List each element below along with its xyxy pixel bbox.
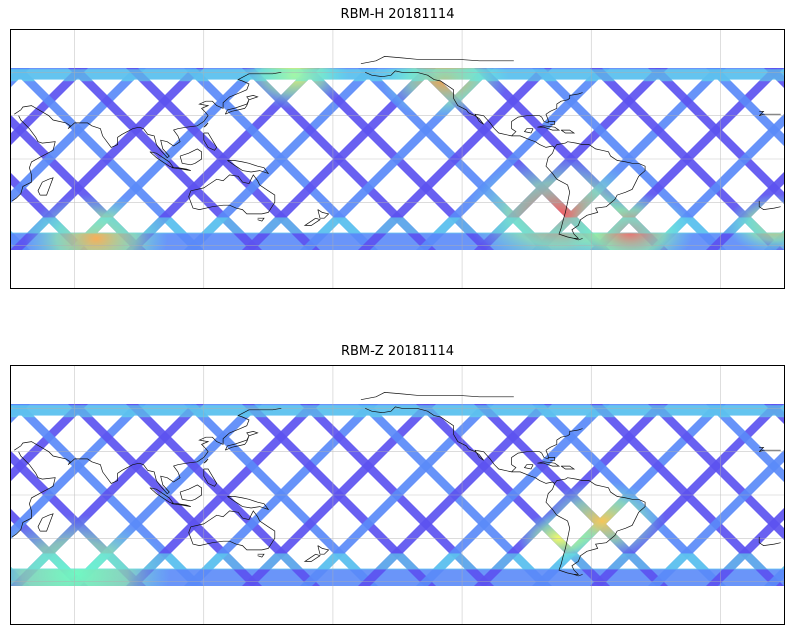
map-panel-rbm-z xyxy=(10,365,785,625)
coastline xyxy=(548,121,556,125)
coastline xyxy=(14,71,282,159)
latitude-tint-band xyxy=(10,217,785,234)
coastline xyxy=(523,128,534,134)
high-value-region xyxy=(10,514,171,625)
coastline xyxy=(758,110,781,117)
coastline xyxy=(203,468,218,487)
coastline xyxy=(317,545,330,555)
swath-ascending xyxy=(648,449,785,586)
coastline xyxy=(537,461,561,467)
coastline xyxy=(224,95,259,115)
coastline xyxy=(360,56,514,65)
coastline xyxy=(12,141,781,210)
coastline xyxy=(203,458,209,464)
swath-descending xyxy=(706,404,785,483)
latitude-tint-band xyxy=(10,553,785,570)
coastline xyxy=(37,513,54,532)
coastline xyxy=(317,209,330,219)
coastline xyxy=(257,553,265,558)
coastline xyxy=(227,496,270,511)
coastline xyxy=(227,160,270,175)
coastline xyxy=(12,477,781,546)
coastline xyxy=(188,510,276,551)
coastline xyxy=(171,503,191,507)
coastline xyxy=(14,407,282,495)
coastline xyxy=(37,177,54,196)
coastline xyxy=(560,465,576,470)
coastline xyxy=(365,406,646,575)
coastline xyxy=(188,174,276,215)
map-panel-rbm-h xyxy=(10,29,785,289)
gridlines xyxy=(10,29,785,289)
coastline xyxy=(149,487,175,505)
coastline xyxy=(224,431,259,451)
coastline xyxy=(171,167,191,171)
swath-descending xyxy=(648,68,785,205)
coastline xyxy=(203,122,209,128)
coastline xyxy=(758,446,781,453)
high-value-region xyxy=(24,193,169,284)
coastline xyxy=(303,217,321,226)
coastline xyxy=(573,238,583,241)
coastline xyxy=(179,148,202,166)
coastline xyxy=(18,451,39,478)
coastline xyxy=(257,217,265,222)
coastline xyxy=(303,553,321,562)
gridlines xyxy=(10,365,785,625)
coastline xyxy=(18,115,39,142)
coastline xyxy=(149,151,175,169)
panel-title-rbm-h: RBM-H 20181114 xyxy=(340,7,455,22)
map-frame xyxy=(10,29,785,289)
coastline xyxy=(360,392,514,401)
coastline xyxy=(573,574,583,577)
coastline xyxy=(548,457,556,461)
swath-descending xyxy=(648,404,785,541)
coastline xyxy=(365,70,646,239)
panel-title-rbm-z: RBM-Z 20181114 xyxy=(340,344,455,359)
coastline xyxy=(560,129,576,134)
coastlines xyxy=(12,392,781,577)
coastline xyxy=(523,464,534,470)
coastline xyxy=(537,125,561,131)
coastline xyxy=(203,132,218,151)
coastlines xyxy=(12,56,781,241)
map-frame xyxy=(10,365,785,625)
coastline xyxy=(179,484,202,502)
swath-descending xyxy=(706,68,785,147)
swath-ascending xyxy=(764,565,785,586)
